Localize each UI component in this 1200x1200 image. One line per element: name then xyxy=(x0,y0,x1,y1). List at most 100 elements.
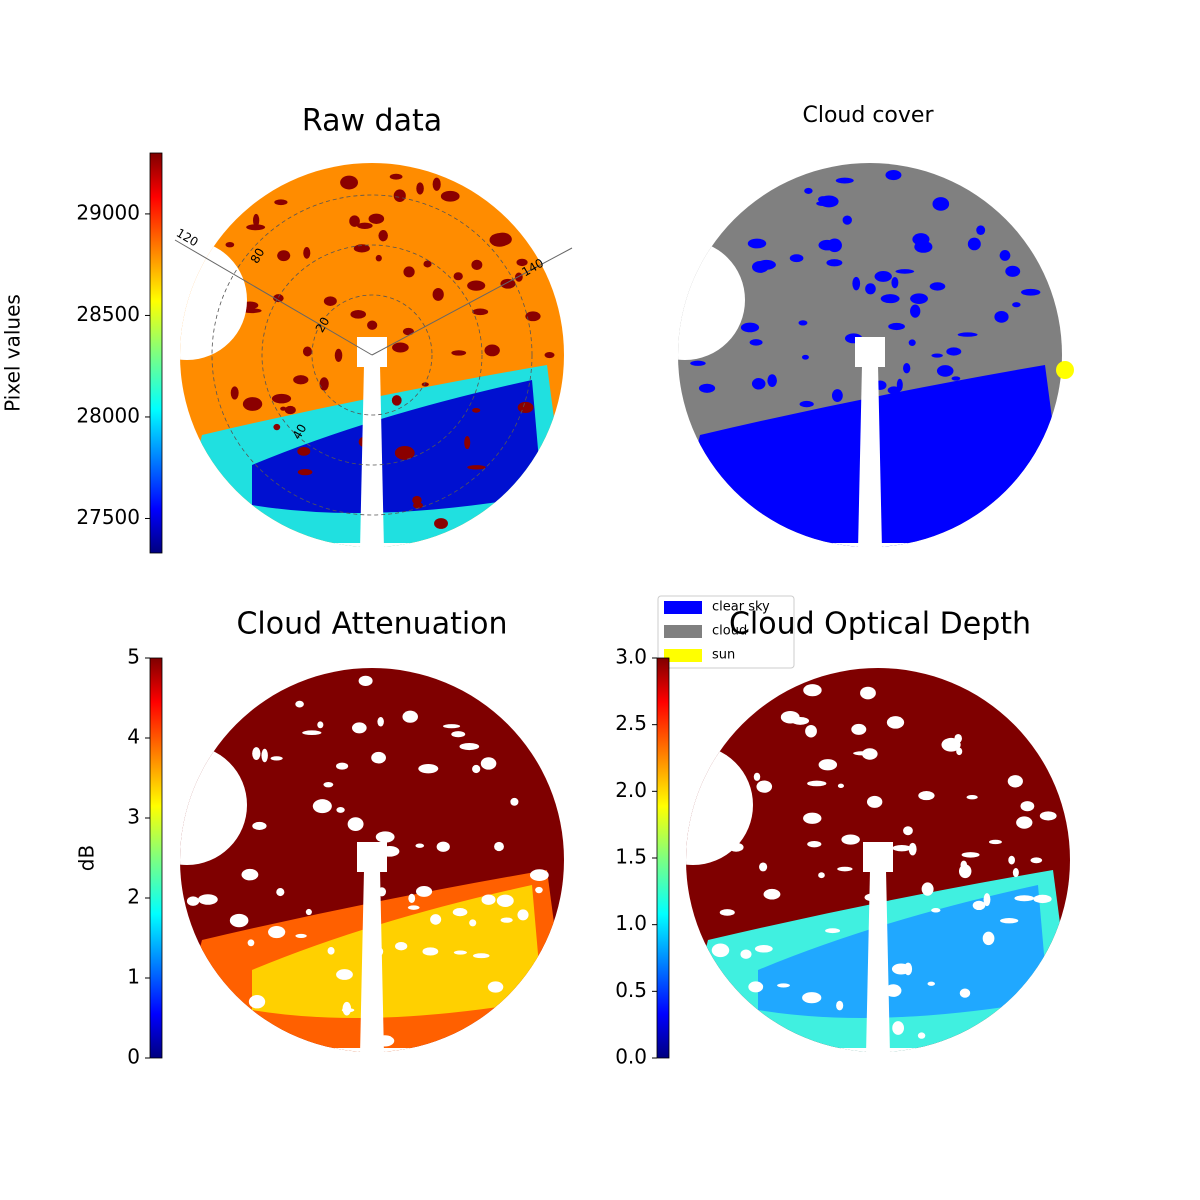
image-blob xyxy=(903,363,911,374)
image-blob xyxy=(336,762,349,770)
image-blob xyxy=(432,287,444,301)
panel: Cloud Attenuation 0 1 2 3 4 5 dB xyxy=(75,607,564,1069)
polar-axis xyxy=(174,239,373,356)
image-blob xyxy=(356,222,373,229)
image-blob xyxy=(375,254,382,262)
image-blob xyxy=(918,791,935,801)
image-blob xyxy=(515,272,523,282)
image-blob xyxy=(367,320,378,330)
image-blob xyxy=(740,322,760,333)
image-blob xyxy=(241,308,262,314)
image-blob xyxy=(305,908,312,916)
image-blob xyxy=(804,187,813,194)
image-blob xyxy=(931,353,943,358)
colorbar-label: dB xyxy=(75,845,99,871)
image-blob xyxy=(767,374,777,388)
image-blob xyxy=(342,1001,352,1016)
image-blob xyxy=(1016,816,1033,829)
image-blob xyxy=(831,389,843,402)
legend-label: sun xyxy=(712,648,735,663)
image-blob xyxy=(270,756,283,761)
image-blob xyxy=(451,731,466,738)
image-blob xyxy=(230,386,239,400)
image-blob xyxy=(805,480,820,492)
image-blob xyxy=(494,841,504,852)
image-blob xyxy=(340,175,358,190)
mast xyxy=(360,365,384,550)
image-region xyxy=(252,380,542,513)
image-blob xyxy=(740,949,752,959)
image-blob xyxy=(393,189,406,202)
image-blob xyxy=(421,382,429,387)
image-blob xyxy=(946,347,962,356)
image-blob xyxy=(489,233,510,247)
image-blob xyxy=(1000,918,1019,924)
image-blob xyxy=(932,197,950,211)
colorbar-tick-label: 2.0 xyxy=(615,778,647,802)
image-blob xyxy=(443,724,461,729)
image-blob xyxy=(983,893,991,907)
image-blob xyxy=(931,908,941,913)
image-blob xyxy=(271,393,292,404)
image-blob xyxy=(389,173,403,180)
image-blob xyxy=(967,237,981,251)
image-blob xyxy=(966,795,978,800)
image-blob xyxy=(422,947,439,956)
image-blob xyxy=(451,350,467,356)
panel: Cloud Optical Depth 0.0 0.5 1.0 1.5 2.0 2.5 3.0 xyxy=(615,607,1070,1069)
image-blob xyxy=(763,888,781,900)
image-blob xyxy=(885,439,903,445)
image-blob xyxy=(951,376,961,381)
image-blob xyxy=(912,233,930,246)
colorbar xyxy=(656,657,670,1059)
image-blob xyxy=(921,882,934,896)
image-blob xyxy=(892,1021,904,1035)
image-blob xyxy=(852,276,861,291)
image-blob xyxy=(1007,775,1023,788)
image-blob xyxy=(544,352,555,359)
image-blob xyxy=(719,909,735,916)
image-blob xyxy=(407,905,420,910)
image-blob xyxy=(459,743,480,751)
image-blob xyxy=(1033,894,1052,904)
image-blob xyxy=(336,807,345,813)
image-blob xyxy=(280,406,287,411)
image-blob xyxy=(368,213,385,224)
image-blob xyxy=(892,844,912,852)
image-blob xyxy=(1020,801,1035,812)
image-blob xyxy=(186,896,200,906)
image-blob xyxy=(929,282,946,291)
image-blob xyxy=(994,310,1009,323)
image-blob xyxy=(1012,302,1021,308)
mast xyxy=(866,870,890,1055)
image-blob xyxy=(887,386,901,395)
image-blob xyxy=(535,886,543,894)
image-blob xyxy=(247,939,255,947)
image-blob xyxy=(252,213,260,227)
image-blob xyxy=(865,283,876,295)
image-blob xyxy=(789,254,804,263)
image-blob xyxy=(436,841,450,852)
image-blob xyxy=(229,913,249,928)
panel-title: Raw data xyxy=(302,104,442,139)
image-blob xyxy=(297,446,311,456)
image-blob xyxy=(837,866,853,872)
image-blob xyxy=(336,969,353,980)
image-blob xyxy=(241,868,259,881)
image-blob xyxy=(302,346,312,357)
colorbar-tick-label: 1.5 xyxy=(615,845,647,869)
mast xyxy=(360,870,384,1055)
colorbar-tick-label: 4 xyxy=(127,725,140,749)
image-blob xyxy=(1014,895,1035,902)
image-blob xyxy=(880,294,900,304)
image-blob xyxy=(261,748,268,763)
image-blob xyxy=(910,304,921,318)
colorbar xyxy=(149,152,163,554)
image-blob xyxy=(759,862,768,872)
sky-image xyxy=(180,668,564,1052)
panel-title: Cloud cover xyxy=(803,103,935,128)
image-blob xyxy=(430,914,442,925)
image-blob xyxy=(394,445,415,460)
panel: Raw data12080204014027500280002850029000… xyxy=(1,104,573,554)
image-blob xyxy=(827,238,842,253)
